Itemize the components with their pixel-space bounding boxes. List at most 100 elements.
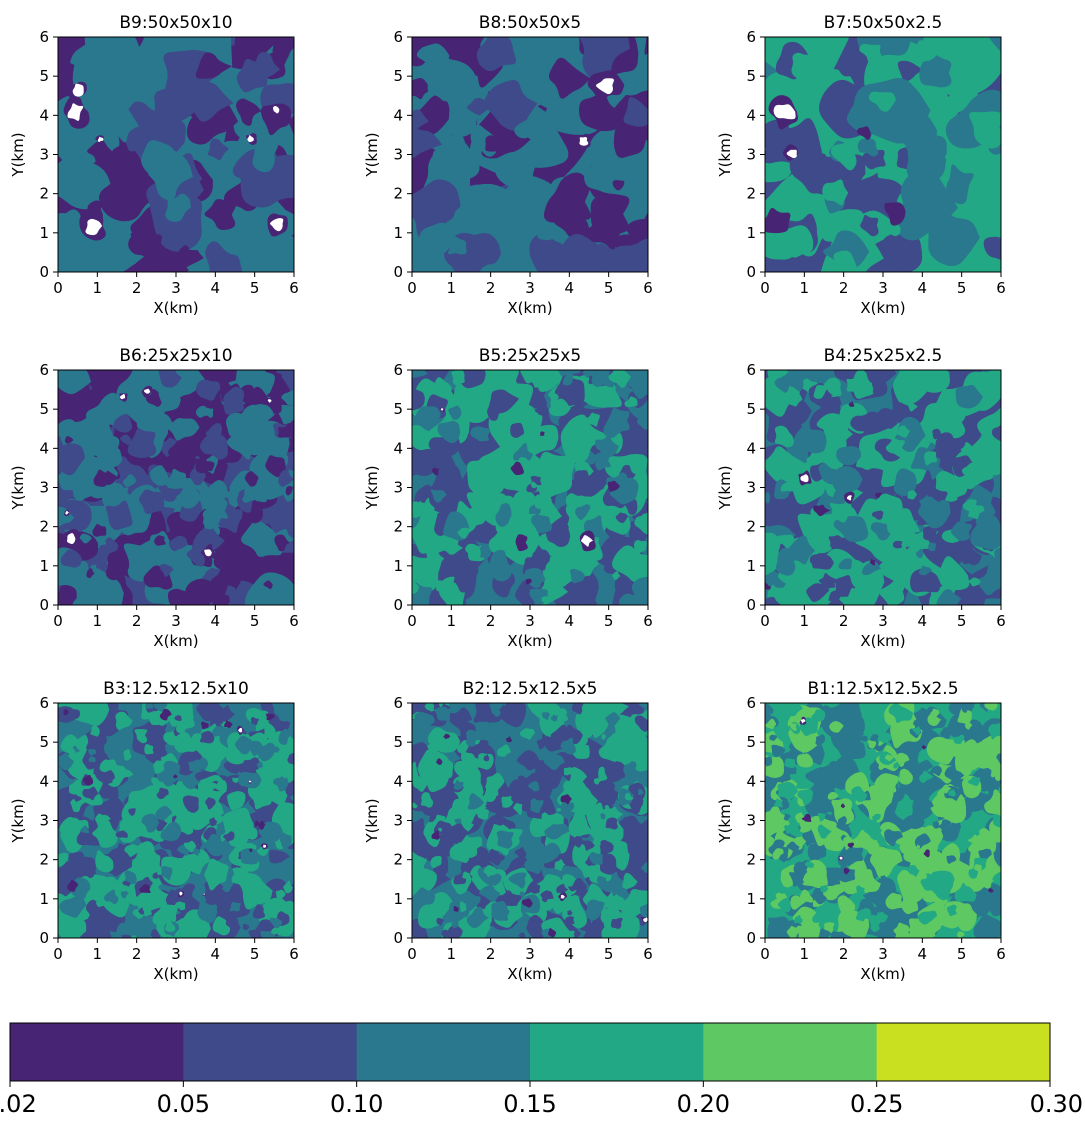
contour-patch <box>566 930 575 938</box>
contour-patch <box>851 786 868 803</box>
x-tick-label: 2 <box>486 612 496 630</box>
contour-patch <box>819 928 832 938</box>
contour-patch <box>165 193 191 222</box>
blank-region <box>800 474 809 483</box>
x-tick-label: 0 <box>53 612 63 630</box>
contour-patch <box>923 525 938 543</box>
x-tick-label: 6 <box>289 612 299 630</box>
contour-patch <box>470 485 491 508</box>
y-tick-label: 5 <box>746 67 756 85</box>
contour-patch <box>58 506 75 527</box>
contour-patch <box>268 849 290 864</box>
contour-patch <box>573 470 589 483</box>
contour-patch <box>510 422 525 438</box>
panel-b1: B1:12.5x12.5x2.5 0 1 2 3 4 5 6 0 1 2 3 4 5 6 X(km) Y(km) <box>716 679 1006 983</box>
contour-patch <box>583 840 595 851</box>
contour-patch <box>418 748 451 786</box>
contour-patch <box>783 370 804 392</box>
contour-patch <box>626 218 648 245</box>
contour-patch <box>145 703 154 709</box>
panel-b5: B5:25x25x5 0 1 2 3 4 5 6 0 1 2 3 4 5 6 X(km) Y(km) <box>363 346 653 650</box>
contour-patch <box>527 914 544 930</box>
contour-patch <box>459 900 467 913</box>
contour-patch <box>453 780 464 790</box>
contour-patch <box>795 429 827 454</box>
contour-patch <box>874 782 887 794</box>
contour-patch <box>916 759 934 772</box>
contour-patch <box>928 209 980 267</box>
contour-patch <box>786 841 800 853</box>
contour-patch <box>837 816 847 828</box>
contour-patch <box>519 891 526 899</box>
contour-patch <box>215 780 228 793</box>
contour-patch <box>892 540 903 549</box>
contour-patch <box>938 819 952 834</box>
contour-patch <box>192 847 201 856</box>
contour-patch <box>454 818 462 825</box>
contour-patch <box>432 146 474 188</box>
contour-patch <box>455 571 473 593</box>
contour-patch <box>207 138 230 160</box>
contour-patch <box>777 897 791 913</box>
contour-patch <box>254 820 260 827</box>
contour-patch <box>77 236 95 259</box>
contour-patch <box>813 384 828 399</box>
contour-patch <box>765 208 791 234</box>
contour-patch <box>506 736 513 743</box>
contour-patch <box>118 818 138 843</box>
contour-patch <box>232 777 239 784</box>
contour-patch <box>639 823 648 836</box>
contour-patch <box>572 703 584 715</box>
y-tick-label: 2 <box>746 851 756 869</box>
contour-patch <box>886 521 899 534</box>
contour-patch <box>204 199 236 231</box>
contour-patch <box>427 67 453 102</box>
contour-patch <box>278 728 290 745</box>
contour-patch <box>797 788 814 806</box>
panel-title: B2:12.5x12.5x5 <box>463 679 598 699</box>
contour-patch <box>205 241 243 272</box>
contour-patch <box>448 405 462 420</box>
contour-patch <box>248 848 253 853</box>
contour-patch <box>195 405 209 418</box>
blank-region <box>263 844 267 848</box>
contour-patch <box>967 776 981 787</box>
contour-patch <box>861 561 882 576</box>
contour-patch <box>256 761 264 769</box>
contour-patch <box>955 385 984 409</box>
contour-patch <box>789 774 798 782</box>
contour-patch <box>801 871 816 885</box>
contour-patch <box>483 865 497 878</box>
contour-patch <box>446 924 463 938</box>
contour-patch <box>430 855 442 869</box>
contour-patch <box>868 914 882 928</box>
x-tick-label: 1 <box>447 279 457 297</box>
contour-patch <box>794 771 805 784</box>
contour-patch <box>537 224 557 241</box>
y-tick-label: 1 <box>393 890 403 908</box>
contour-patch <box>605 817 618 830</box>
contour-patch <box>412 95 450 137</box>
contour-patch <box>923 849 930 858</box>
y-tick-label: 3 <box>746 812 756 830</box>
y-axis-label: Y(km) <box>716 465 734 510</box>
contour-patch <box>915 844 921 850</box>
contour-patch <box>782 703 803 717</box>
contour-patch <box>431 467 440 476</box>
contour-patch <box>58 370 92 395</box>
contour-patch <box>269 917 283 929</box>
contour-patch <box>519 728 536 740</box>
contour-patch <box>204 517 219 530</box>
contour-patch <box>413 528 423 537</box>
contour-patch <box>932 428 942 440</box>
contour-patch <box>212 587 230 605</box>
x-tick-label: 1 <box>800 612 810 630</box>
contour-patch <box>847 842 855 848</box>
x-axis-label: X(km) <box>507 965 552 983</box>
contour-patch <box>568 811 592 838</box>
y-tick-label: 5 <box>39 67 49 85</box>
contour-patch <box>919 53 952 88</box>
contour-patch <box>413 406 441 429</box>
x-axis-label: X(km) <box>860 299 905 317</box>
contour-patch <box>492 810 506 826</box>
